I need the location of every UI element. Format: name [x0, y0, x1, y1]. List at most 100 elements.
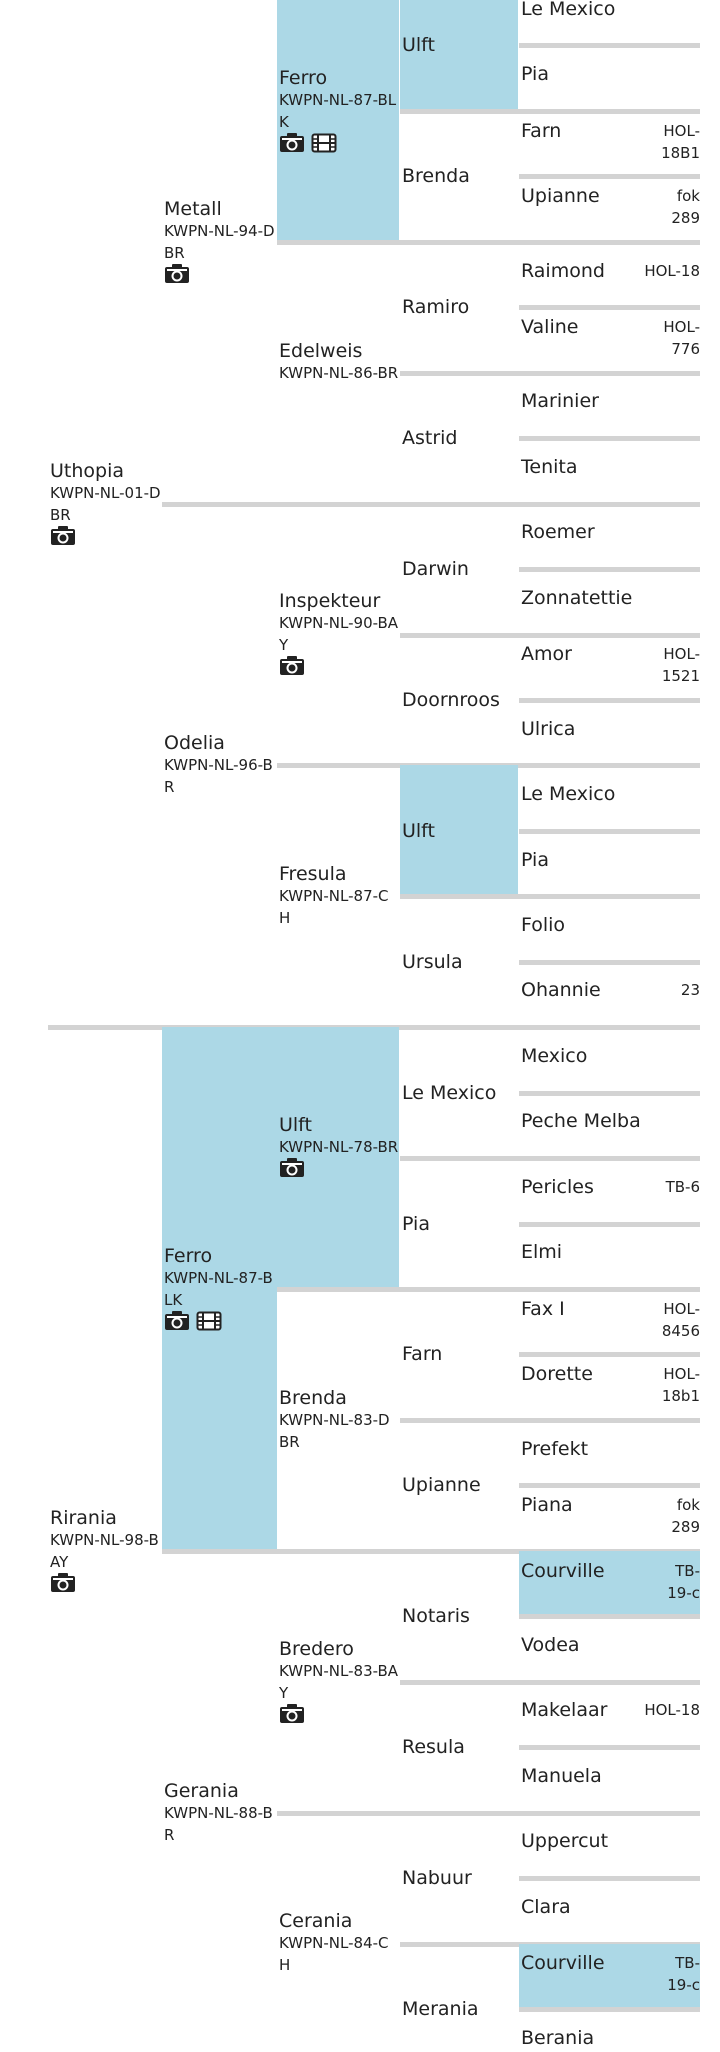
horse-name[interactable]: Ursula — [402, 951, 518, 973]
horse-name[interactable]: Dorette — [521, 1363, 593, 1385]
gen5-horse-cell[interactable]: Zonnatettie — [519, 569, 700, 634]
horse-name[interactable]: Pia — [521, 849, 549, 871]
camera-icon[interactable] — [279, 133, 305, 159]
gen5-horse-cell[interactable]: Manuela — [519, 1747, 700, 1812]
gen5-horse-cell[interactable]: Vodea — [519, 1616, 700, 1681]
horse-name[interactable]: Ulft — [402, 34, 518, 56]
horse-name[interactable]: Folio — [521, 914, 565, 936]
horse-name[interactable]: Zonnatettie — [521, 587, 632, 609]
horse-name[interactable]: Ferro — [279, 67, 399, 89]
horse-name[interactable]: Ulrica — [521, 718, 575, 740]
gen4-horse-cell[interactable]: Doornroos — [400, 635, 518, 766]
horse-name[interactable]: Brenda — [279, 1387, 399, 1409]
horse-name[interactable]: Farn — [521, 120, 561, 142]
horse-name[interactable]: Prefekt — [521, 1438, 588, 1460]
gen4-horse-cell[interactable]: Le Mexico — [400, 1027, 518, 1158]
horse-name[interactable]: Mexico — [521, 1045, 587, 1067]
horse-name[interactable]: Brenda — [402, 165, 518, 187]
horse-name[interactable]: Uthopia — [50, 460, 161, 482]
horse-name[interactable]: Pia — [402, 1213, 518, 1235]
gen5-horse-cell[interactable]: Berania — [519, 2009, 700, 2052]
horse-name[interactable]: Vodea — [521, 1634, 580, 1656]
horse-name[interactable]: Cerania — [279, 1910, 399, 1932]
gen4-horse-cell[interactable]: Merania — [400, 1944, 518, 2052]
horse-name[interactable]: Berania — [521, 2027, 594, 2049]
gen5-horse-cell[interactable]: Prefekt — [519, 1420, 700, 1485]
camera-icon[interactable] — [279, 656, 305, 682]
horse-name[interactable]: Pia — [521, 63, 549, 85]
gen5-horse-cell[interactable]: Roemer — [519, 504, 700, 569]
gen5-horse-cell[interactable]: Elmi — [519, 1224, 700, 1289]
horse-name[interactable]: Nabuur — [402, 1867, 518, 1889]
gen4-horse-cell[interactable]: Astrid — [400, 373, 518, 504]
horse-name[interactable]: Roemer — [521, 521, 595, 543]
horse-name[interactable]: Clara — [521, 1896, 571, 1918]
gen5-horse-cell[interactable]: Tenita — [519, 438, 700, 503]
horse-name[interactable]: Farn — [402, 1343, 518, 1365]
horse-name[interactable]: Raimond — [521, 260, 605, 282]
gen4-horse-cell[interactable]: Pia — [400, 1158, 518, 1289]
gen4-horse-cell[interactable]: Ulft — [400, 765, 518, 896]
gen4-horse-cell[interactable]: Notaris — [400, 1551, 518, 1682]
camera-icon[interactable] — [279, 1158, 305, 1184]
gen5-horse-cell[interactable]: Ulrica — [519, 700, 700, 765]
horse-name[interactable]: Doornroos — [402, 689, 518, 711]
gen5-horse-cell[interactable]: Le Mexico — [519, 0, 700, 45]
horse-name[interactable]: Tenita — [521, 456, 577, 478]
horse-name[interactable]: Ulft — [279, 1114, 399, 1136]
horse-name[interactable]: Makelaar — [521, 1699, 607, 1721]
horse-name[interactable]: Bredero — [279, 1638, 399, 1660]
camera-icon[interactable] — [50, 1573, 76, 1599]
gen4-horse-cell[interactable]: Ursula — [400, 896, 518, 1027]
horse-name[interactable]: Darwin — [402, 558, 518, 580]
horse-name[interactable]: Upianne — [402, 1474, 518, 1496]
horse-name[interactable]: Le Mexico — [402, 1082, 518, 1104]
horse-name[interactable]: Ulft — [402, 820, 518, 842]
horse-name[interactable]: Courville — [521, 1952, 605, 1974]
film-icon[interactable] — [196, 1311, 222, 1337]
gen4-horse-cell[interactable]: Nabuur — [400, 1813, 518, 1944]
gen4-horse-cell[interactable]: Resula — [400, 1682, 518, 1813]
gen4-horse-cell[interactable]: Upianne — [400, 1420, 518, 1551]
horse-name[interactable]: Ohannie — [521, 979, 601, 1001]
horse-name[interactable]: Peche Melba — [521, 1110, 641, 1132]
horse-name[interactable]: Valine — [521, 316, 578, 338]
horse-name[interactable]: Rirania — [50, 1507, 161, 1529]
horse-name[interactable]: Courville — [521, 1560, 605, 1582]
gen4-horse-cell[interactable]: Brenda — [400, 111, 518, 242]
gen5-horse-cell[interactable]: Mexico — [519, 1027, 700, 1092]
horse-name[interactable]: Le Mexico — [521, 783, 615, 805]
horse-name[interactable]: Le Mexico — [521, 0, 615, 20]
horse-name[interactable]: Fax I — [521, 1298, 565, 1320]
horse-name[interactable]: Upianne — [521, 185, 600, 207]
horse-name[interactable]: Inspekteur — [279, 590, 399, 612]
horse-name[interactable]: Notaris — [402, 1605, 518, 1627]
gen5-horse-cell[interactable]: Uppercut — [519, 1813, 700, 1878]
horse-name[interactable]: Merania — [402, 1998, 518, 2020]
horse-name[interactable]: Amor — [521, 643, 572, 665]
horse-name[interactable]: Elmi — [521, 1241, 562, 1263]
gen4-horse-cell[interactable]: Darwin — [400, 504, 518, 635]
horse-name[interactable]: Pericles — [521, 1176, 594, 1198]
horse-name[interactable]: Ramiro — [402, 296, 518, 318]
horse-name[interactable]: Odelia — [164, 732, 277, 754]
